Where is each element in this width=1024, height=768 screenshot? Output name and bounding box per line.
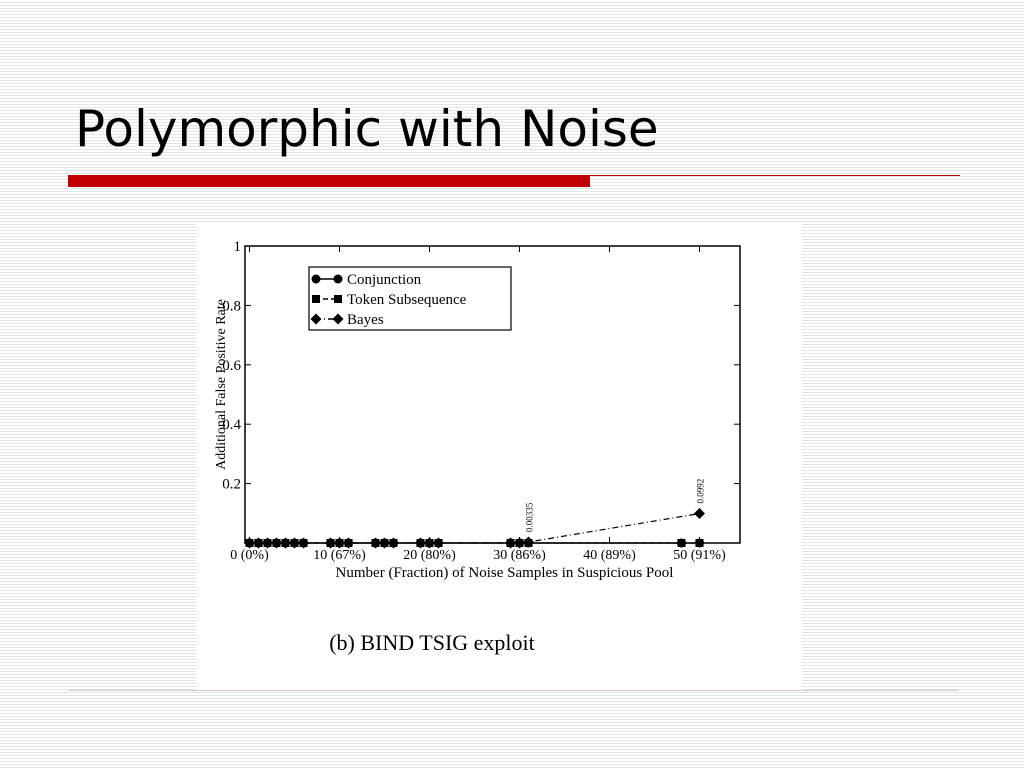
legend-label: Conjunction	[347, 272, 422, 288]
data-point	[289, 537, 300, 549]
data-point	[379, 537, 390, 549]
chart: 0.2 0.4 0.6 0.8 1 0 (0%) 10 (67%) 20 (80%) 30 (8…	[197, 222, 802, 690]
title-bar	[68, 175, 590, 187]
data-point	[424, 537, 435, 549]
legend-label: Token Subsequence	[347, 292, 467, 308]
title-rule	[590, 175, 960, 176]
legend-marker	[311, 274, 321, 284]
y-tick-label: 1	[234, 239, 242, 255]
y-tick-label: 0.4	[222, 417, 241, 433]
x-tick-label: 40 (89%)	[583, 548, 636, 563]
y-tick-label: 0.8	[222, 298, 241, 314]
x-tick-label: 10 (67%)	[313, 548, 366, 563]
y-tick-label: 0.6	[222, 358, 241, 374]
data-point	[298, 537, 309, 549]
data-point	[280, 537, 291, 549]
chart-caption: (b) BIND TSIG exploit	[329, 630, 535, 655]
x-tick-label: 0 (0%)	[230, 548, 269, 563]
data-point	[388, 537, 399, 549]
legend-marker	[310, 313, 322, 325]
legend-marker	[312, 295, 320, 303]
legend-marker	[332, 313, 344, 325]
legend-marker	[334, 295, 342, 303]
data-point	[253, 537, 264, 549]
x-tick-label: 50 (91%)	[673, 548, 726, 563]
data-point	[505, 537, 516, 549]
legend-label: Bayes	[347, 312, 384, 328]
data-point	[677, 539, 686, 547]
data-point	[370, 537, 381, 549]
data-point	[262, 537, 273, 549]
y-axis-label: Additional False Positive Rate	[214, 299, 229, 470]
data-point	[415, 537, 426, 549]
data-point	[343, 537, 354, 549]
data-point	[271, 537, 282, 549]
x-tick-label: 30 (86%)	[493, 548, 546, 563]
data-point	[695, 539, 704, 547]
data-label: 0.0992	[696, 479, 706, 504]
data-point	[433, 537, 444, 549]
x-tick-label: 20 (80%)	[403, 548, 456, 563]
data-label: 0.00335	[525, 502, 535, 532]
data-point	[523, 536, 534, 548]
y-tick-label: 0.2	[222, 477, 241, 493]
footer-rule	[68, 690, 958, 691]
x-axis-label: Number (Fraction) of Noise Samples in Su…	[336, 565, 674, 581]
data-point	[334, 537, 345, 549]
data-point	[694, 508, 705, 520]
data-point	[325, 537, 336, 549]
legend-marker	[333, 274, 343, 284]
slide-title: Polymorphic with Noise	[75, 100, 659, 158]
data-point	[244, 537, 255, 549]
data-point	[514, 537, 525, 549]
